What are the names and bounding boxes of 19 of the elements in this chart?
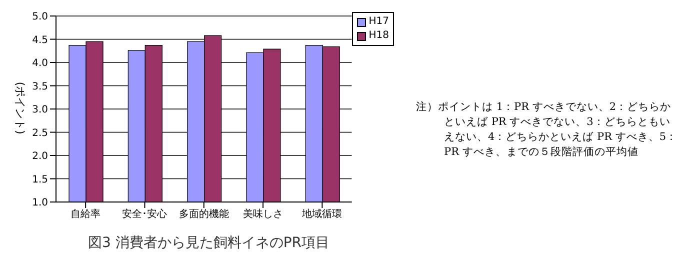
y-tick-label: 2.0 bbox=[32, 151, 48, 162]
x-tick-label: 安全･安心 bbox=[122, 208, 168, 220]
legend-label: H18 bbox=[368, 29, 389, 43]
y-tick-label: 3.5 bbox=[32, 81, 48, 92]
y-tick-label: 4.0 bbox=[32, 58, 48, 70]
x-tick-label: 自給率 bbox=[70, 208, 101, 220]
text: 図3 消費者から見た飼料イネのPR項目 bbox=[88, 234, 330, 252]
y-tick-label: 1.0 bbox=[32, 198, 48, 209]
y-axis-title: (ポイント) bbox=[12, 82, 28, 134]
x-tick-label: 多面的機能 bbox=[178, 208, 229, 220]
y-tick-label: 1.5 bbox=[32, 174, 48, 186]
x-tick-label: 美味しさ bbox=[243, 208, 284, 220]
y-tick-label: 4.5 bbox=[32, 34, 48, 46]
y-tick-label: 5.0 bbox=[32, 12, 48, 23]
legend-label: H17 bbox=[368, 15, 389, 29]
x-tick-label: 地域循環 bbox=[301, 208, 342, 220]
y-tick-label: 3.0 bbox=[32, 104, 48, 116]
text: 注）ポイントは 1：PR すべきでない、2：どちらかといえば PR すべきでない、3：どちらともいえない、4：どちらかといえば PR すべき、5：PR すべき、までの５段階評価の平均値 bbox=[416, 100, 678, 160]
y-tick-label: 2.5 bbox=[32, 128, 48, 139]
